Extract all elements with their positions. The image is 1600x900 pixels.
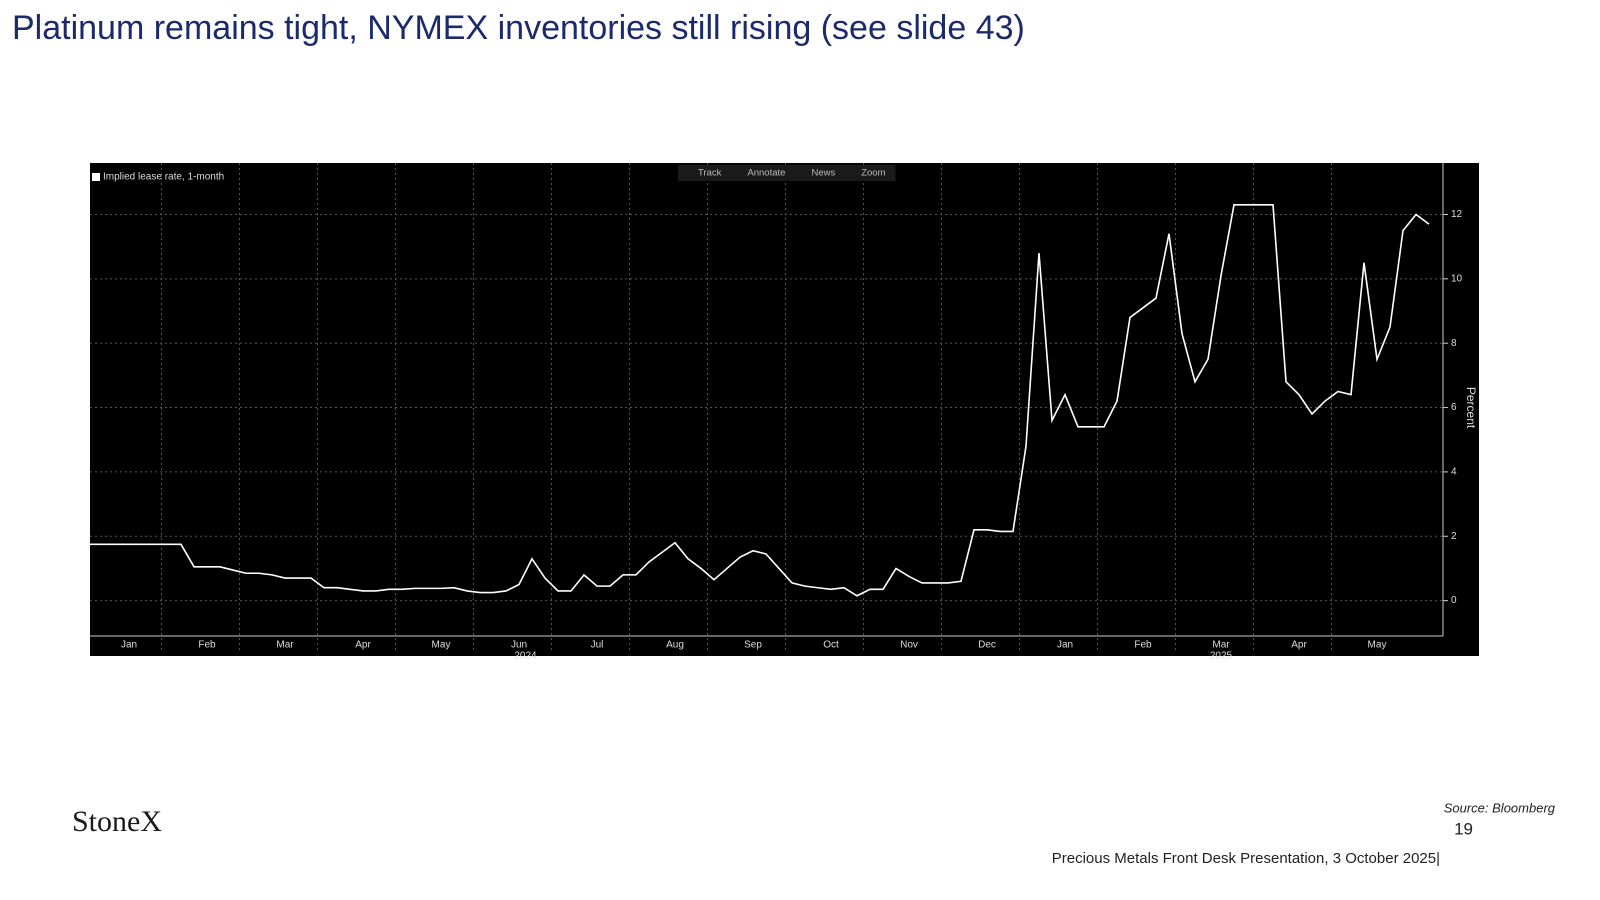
- toolbar-button[interactable]: Annotate: [747, 168, 785, 179]
- x-tick-label: Jan: [121, 640, 137, 651]
- x-tick-label: Mar: [276, 640, 294, 651]
- toolbar-button[interactable]: News: [811, 168, 835, 179]
- x-tick-label: Mar: [1212, 640, 1230, 651]
- toolbar-button[interactable]: Zoom: [861, 168, 885, 179]
- logo: StoneX: [72, 805, 162, 838]
- footer: Precious Metals Front Desk Presentation,…: [1052, 850, 1440, 867]
- x-tick-label: Jun: [511, 640, 527, 651]
- x-tick-label: Feb: [198, 640, 216, 651]
- year-label: 2025: [1210, 651, 1233, 662]
- page-number: 19: [1454, 819, 1473, 838]
- x-tick-label: Apr: [355, 640, 371, 651]
- chart-background: [90, 163, 1479, 656]
- x-tick-label: Nov: [900, 640, 918, 651]
- line-series: [90, 204, 1430, 597]
- toolbar-bg: [678, 165, 896, 181]
- y-tick-label: 8: [1451, 338, 1457, 349]
- y-tick-label: 12: [1451, 209, 1463, 220]
- x-tick-label: Aug: [666, 640, 684, 651]
- x-tick-label: Oct: [823, 640, 839, 651]
- x-tick-label: May: [432, 640, 451, 651]
- y-tick-label: 2: [1451, 531, 1457, 542]
- y-tick-label: 0: [1451, 595, 1457, 606]
- x-tick-label: Jan: [1057, 640, 1073, 651]
- year-label: 2024: [514, 651, 537, 662]
- x-tick-label: Jul: [591, 640, 604, 651]
- x-tick-label: Feb: [1134, 640, 1152, 651]
- y-tick-label: 6: [1451, 402, 1457, 413]
- x-tick-label: May: [1368, 640, 1387, 651]
- legend-label: Implied lease rate, 1-month: [103, 172, 224, 183]
- toolbar-button[interactable]: Track: [698, 168, 722, 179]
- slide-title: Platinum remains tight, NYMEX inventorie…: [12, 9, 1025, 47]
- y-axis-label: Percent: [1464, 387, 1478, 429]
- y-tick-label: 4: [1451, 467, 1457, 478]
- x-tick-label: Sep: [744, 640, 762, 651]
- y-tick-label: 10: [1451, 273, 1463, 284]
- legend-swatch: [92, 173, 100, 181]
- source: Source: Bloomberg: [1444, 800, 1556, 815]
- x-tick-label: Apr: [1291, 640, 1307, 651]
- plot: 0 2 4 6 8 10 12 Percent Jan Feb Mar Apr May Jun Jul Aug…: [90, 163, 1478, 662]
- x-tick-label: Dec: [978, 640, 996, 651]
